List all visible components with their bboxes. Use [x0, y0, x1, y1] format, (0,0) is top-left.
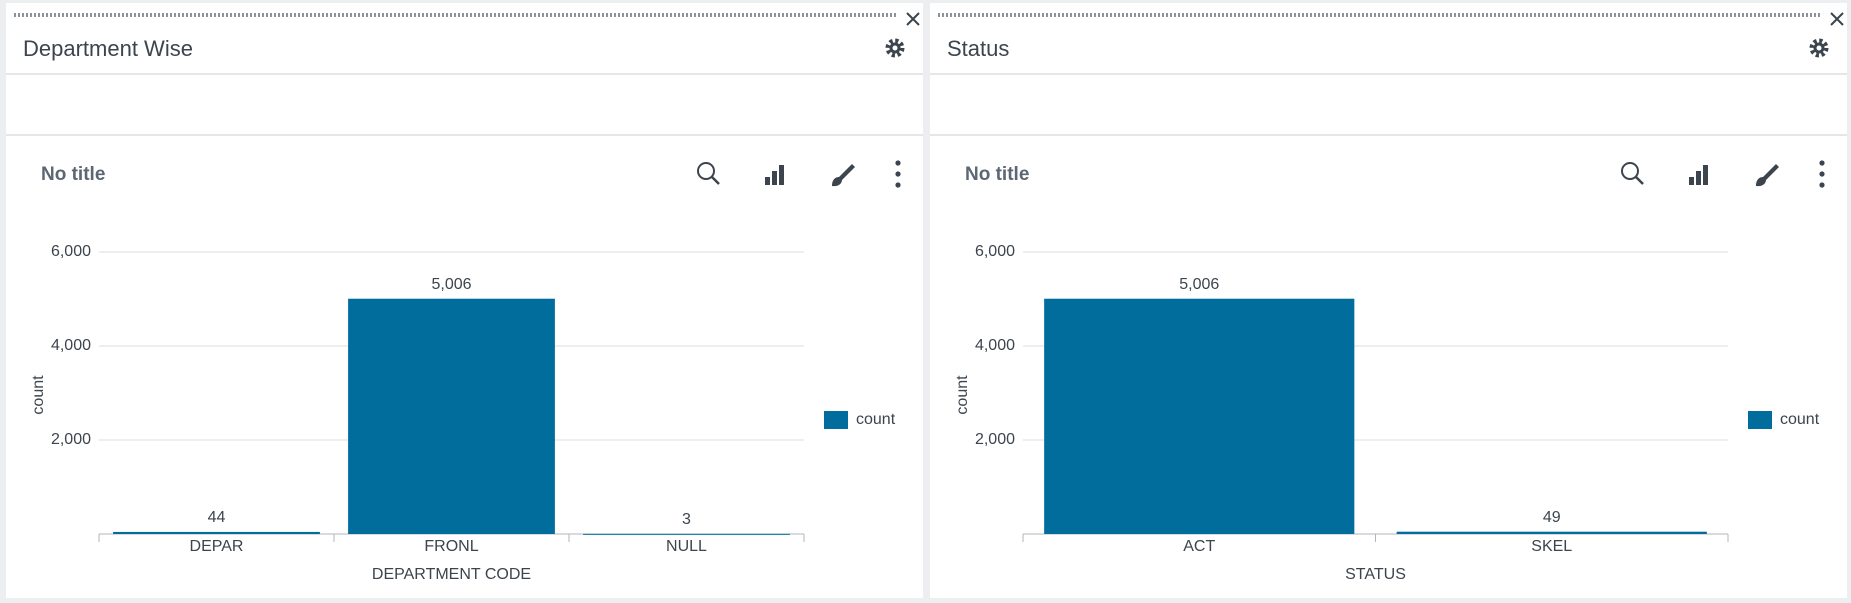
more-icon[interactable] [1819, 171, 1825, 177]
chart-type-icon[interactable] [772, 171, 777, 185]
bar [113, 531, 320, 534]
data-label: 3 [682, 511, 691, 528]
legend-label: count [1780, 411, 1820, 428]
chart-type-icon[interactable] [1696, 171, 1701, 185]
chart-type-icon[interactable] [1689, 177, 1694, 185]
y-tick-label: 2,000 [51, 431, 91, 448]
close-icon[interactable] [1830, 12, 1844, 26]
chart-title: No title [965, 164, 1029, 185]
search-icon-handle [1635, 176, 1644, 185]
x-tick-label: NULL [666, 538, 707, 555]
x-tick-label: DEPAR [190, 538, 244, 555]
settings-icon-hole [892, 45, 898, 51]
x-tick-label: SKEL [1531, 538, 1572, 555]
x-axis-label: STATUS [1345, 566, 1406, 583]
settings-icon[interactable] [1809, 38, 1829, 58]
dashboard-panel: Department Wise No title 2,000 4,000 6,000 co… [6, 3, 923, 598]
bar [348, 298, 555, 534]
y-tick-label: 6,000 [51, 243, 91, 260]
bar [1044, 298, 1355, 534]
search-icon[interactable] [1621, 162, 1639, 180]
y-axis-label: count [30, 375, 47, 415]
bar [583, 533, 790, 535]
chart-title: No title [41, 164, 105, 185]
legend-swatch [1748, 411, 1772, 429]
legend-label: count [856, 411, 896, 428]
more-icon[interactable] [895, 182, 901, 188]
more-icon[interactable] [1819, 182, 1825, 188]
data-label: 5,006 [431, 276, 471, 293]
search-icon[interactable] [697, 162, 715, 180]
y-tick-label: 6,000 [975, 243, 1015, 260]
more-icon[interactable] [895, 160, 901, 166]
settings-icon-hole [1816, 45, 1822, 51]
x-tick-label: FRONL [424, 538, 478, 555]
panel-title: Department Wise [23, 36, 193, 61]
y-tick-label: 4,000 [51, 337, 91, 354]
data-label: 44 [208, 509, 226, 526]
chart-type-icon[interactable] [1703, 165, 1708, 185]
y-axis-label: count [954, 375, 971, 415]
close-icon[interactable] [906, 12, 920, 26]
data-label: 49 [1543, 509, 1561, 526]
legend-swatch [824, 411, 848, 429]
more-icon[interactable] [1819, 160, 1825, 166]
panel-title: Status [947, 36, 1009, 61]
x-tick-label: ACT [1183, 538, 1215, 555]
more-icon[interactable] [895, 171, 901, 177]
y-tick-label: 2,000 [975, 431, 1015, 448]
x-axis-label: DEPARTMENT CODE [372, 566, 531, 583]
search-icon-handle [711, 176, 720, 185]
y-tick-label: 4,000 [975, 337, 1015, 354]
format-icon[interactable] [832, 164, 855, 187]
data-label: 5,006 [1179, 276, 1219, 293]
dashboard-panel: Status No title 2,000 4,000 6,000 count ACT 5,0… [930, 3, 1847, 598]
chart-type-icon[interactable] [779, 165, 784, 185]
bar [1396, 531, 1707, 534]
format-icon[interactable] [1756, 164, 1779, 187]
settings-icon[interactable] [885, 38, 905, 58]
chart-type-icon[interactable] [765, 177, 770, 185]
